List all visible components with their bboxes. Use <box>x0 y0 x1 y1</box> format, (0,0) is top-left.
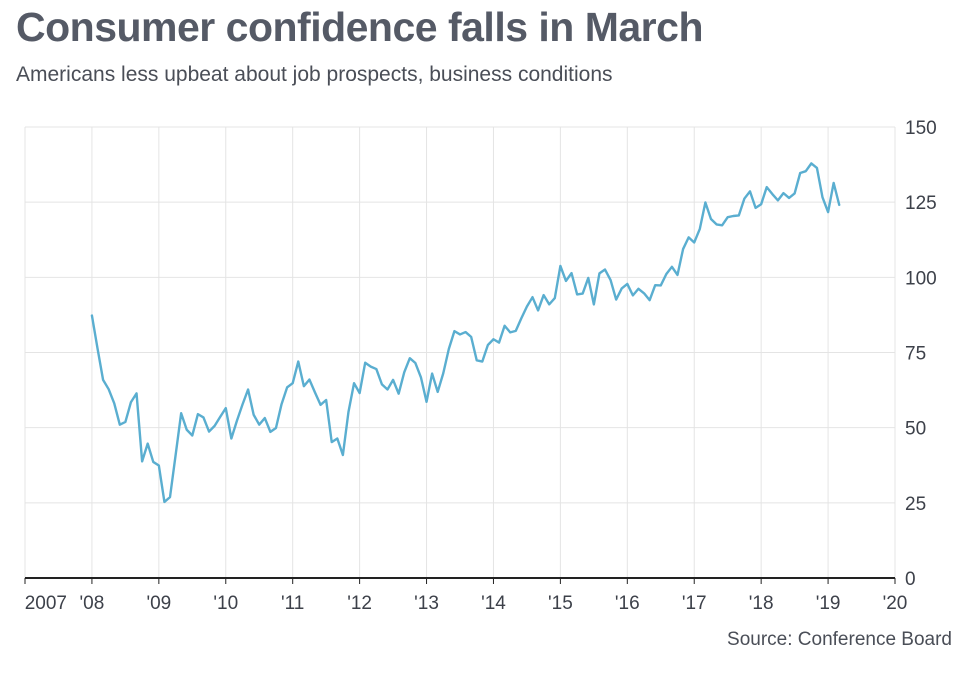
x-tick-label: '13 <box>414 593 439 614</box>
x-tick-label: '12 <box>347 593 372 614</box>
series-layer <box>90 162 841 504</box>
chart-title: Consumer confidence falls in March <box>16 4 704 50</box>
x-tick-label: '19 <box>816 593 841 614</box>
x-tick-label: '16 <box>615 593 640 614</box>
x-tick-label: '15 <box>548 593 573 614</box>
x-tick-label: '09 <box>146 593 171 614</box>
axes <box>24 577 896 584</box>
x-tick-label: '08 <box>80 593 105 614</box>
series-line-consumer-confidence <box>90 162 841 504</box>
y-tick-label: 75 <box>905 344 926 365</box>
x-tick-label: '17 <box>682 593 707 614</box>
chart-subtitle: Americans less upbeat about job prospect… <box>16 63 613 86</box>
x-tick-label: '14 <box>481 593 506 614</box>
x-tick-label: '11 <box>281 593 304 614</box>
x-tick-label: '20 <box>883 593 908 614</box>
x-tick-label: '10 <box>213 593 238 614</box>
tick-labels: 0 25 50 75 100 125 150 2007 '08 '09 '10 '11 '12 '13 '1… <box>25 118 937 614</box>
x-tick-label: 2007 <box>25 593 67 614</box>
y-tick-label: 100 <box>905 268 937 289</box>
x-tick-label: '18 <box>749 593 774 614</box>
y-tick-label: 0 <box>905 569 916 590</box>
gridlines <box>24 126 896 578</box>
y-tick-label: 25 <box>905 494 926 515</box>
y-tick-label: 125 <box>905 193 937 214</box>
y-tick-label: 150 <box>905 118 937 139</box>
source-note: Source: Conference Board <box>727 629 952 650</box>
y-tick-label: 50 <box>905 419 926 440</box>
